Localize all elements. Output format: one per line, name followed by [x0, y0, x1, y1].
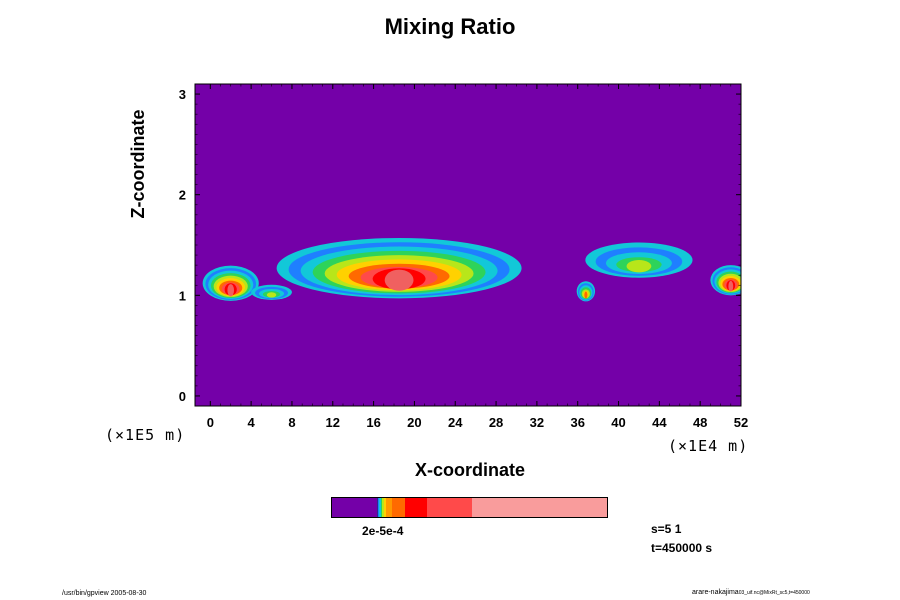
y-tick-label: 0	[179, 389, 186, 404]
cloud-feature	[276, 237, 522, 299]
x-axis-unit: (×1E4 m)	[668, 437, 749, 455]
footer-right-main: arare-nakajima	[692, 589, 739, 596]
y-axis-unit: (×1E5 m)	[105, 426, 186, 444]
y-tick-label: 1	[179, 288, 186, 303]
cloud-contour-level	[384, 269, 414, 291]
colorbar-segment	[382, 498, 384, 517]
x-tick-label: 36	[570, 415, 584, 430]
cloud-feature	[710, 265, 741, 296]
footer-right: arare-nakajima03_uif.nc@MixRt_sc5,t=4500…	[692, 589, 810, 596]
footer-left: /usr/bin/gpview 2005-08-30	[62, 590, 147, 597]
colorbar-segment	[332, 498, 377, 517]
cloud-feature	[251, 284, 292, 300]
cloud-feature	[576, 281, 596, 302]
colorbar-segment	[380, 498, 383, 517]
x-tick-label: 12	[326, 415, 340, 430]
x-axis-label: X-coordinate	[414, 460, 525, 480]
cloud-contour-level	[626, 260, 652, 273]
x-tick-label: 52	[734, 415, 748, 430]
x-tick-label: 32	[530, 415, 544, 430]
s-info: s=5 1	[651, 522, 682, 536]
colorbar-tick-label: 2e-5e-4	[362, 524, 404, 538]
x-tick-label: 40	[611, 415, 625, 430]
x-tick-label: 4	[248, 415, 256, 430]
cloud-contour-level	[584, 291, 588, 299]
chart-title: Mixing Ratio	[384, 14, 516, 39]
colorbar-segment	[383, 498, 387, 517]
colorbar-segment	[391, 498, 406, 517]
colorbar-segment	[379, 498, 381, 517]
colorbar-segment	[378, 498, 380, 517]
x-tick-label: 16	[366, 415, 380, 430]
x-tick-label: 8	[288, 415, 295, 430]
y-tick-label: 2	[179, 188, 186, 203]
colorbar-segment	[376, 498, 379, 517]
x-tick-label: 0	[207, 415, 214, 430]
x-tick-label: 24	[448, 415, 463, 430]
x-tick-label: 20	[407, 415, 421, 430]
colorbar-segment	[386, 498, 392, 517]
cloud-contour-level	[266, 292, 277, 298]
colorbar-segment	[471, 498, 608, 517]
cloud-feature	[202, 265, 259, 301]
x-tick-label: 44	[652, 415, 667, 430]
footer-right-sub: 03_uif.nc@MixRt_sc5,t=450000	[738, 590, 810, 596]
y-axis-label: Z-coordinate	[128, 109, 148, 219]
colorbar-segment	[426, 498, 472, 517]
colorbar	[331, 497, 608, 518]
colorbar-segment	[405, 498, 427, 517]
cloud-contour-level	[227, 284, 235, 297]
cloud-feature	[585, 242, 693, 278]
x-tick-label: 28	[489, 415, 503, 430]
x-tick-label: 48	[693, 415, 707, 430]
cloud-contour-level	[728, 280, 734, 292]
t-info: t=450000 s	[651, 541, 713, 555]
y-tick-label: 3	[179, 87, 186, 102]
